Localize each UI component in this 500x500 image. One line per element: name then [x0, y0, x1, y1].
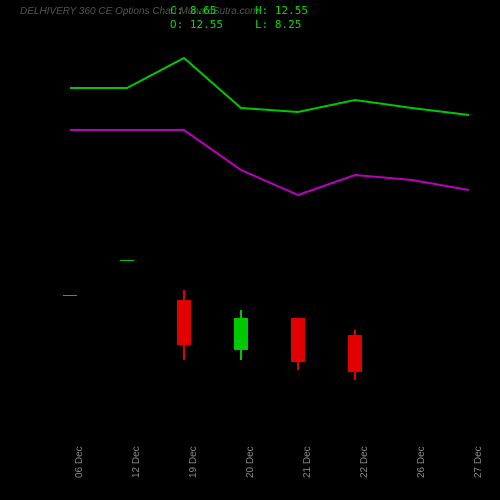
x-tick-label: 22 Dec	[359, 446, 370, 478]
candle-body	[234, 318, 248, 350]
x-tick-label: 12 Dec	[131, 446, 142, 478]
x-tick-label: 27 Dec	[473, 446, 484, 478]
candle-body	[63, 295, 77, 296]
candle-body	[291, 318, 305, 362]
indicator-line	[70, 58, 469, 115]
candle-body	[120, 260, 134, 261]
candle-body	[177, 300, 191, 345]
x-tick-label: 06 Dec	[74, 446, 85, 478]
price-chart	[0, 0, 500, 500]
candle-body	[348, 335, 362, 372]
x-tick-label: 20 Dec	[245, 446, 256, 478]
indicator-line	[70, 130, 469, 195]
x-tick-label: 26 Dec	[416, 446, 427, 478]
x-tick-label: 21 Dec	[302, 446, 313, 478]
x-tick-label: 19 Dec	[188, 446, 199, 478]
